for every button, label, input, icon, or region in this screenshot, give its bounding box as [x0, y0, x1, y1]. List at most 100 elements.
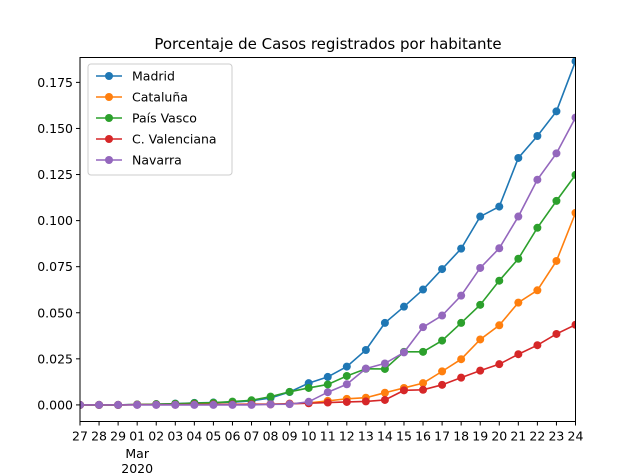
data-point [533, 223, 542, 232]
data-point [552, 107, 561, 116]
x-axis: Mar 2020 27 28 29 01 02 03 04 05 06 07 08 09 10 11 12 1… [72, 421, 584, 474]
data-point [476, 366, 485, 375]
legend-marker [105, 72, 113, 80]
x-year-label: 2020 [121, 461, 153, 474]
x-tick-label: 02 [148, 429, 164, 444]
data-point [552, 196, 561, 205]
x-tick-label: 18 [453, 429, 469, 444]
data-point [514, 350, 523, 359]
x-tick-label: 20 [491, 429, 507, 444]
data-point [285, 400, 294, 409]
data-point [495, 202, 504, 211]
data-point [399, 302, 408, 311]
y-tick-label: 0.175 [37, 75, 73, 90]
data-point [304, 397, 313, 406]
data-point [514, 153, 523, 162]
legend-marker [105, 135, 113, 143]
legend-label: Madrid [132, 69, 175, 84]
x-tick-label: 13 [358, 429, 374, 444]
legend-label: Navarra [132, 153, 182, 168]
data-point [552, 329, 561, 338]
x-tick-label: 28 [91, 429, 107, 444]
legend-marker [105, 114, 113, 122]
legend-item: Madrid [96, 69, 175, 84]
y-tick-label: 0.050 [37, 305, 73, 320]
data-point [438, 336, 447, 345]
legend-item: Navarra [96, 153, 182, 168]
x-tick-label: 07 [244, 429, 260, 444]
x-tick-label: 22 [529, 429, 545, 444]
data-point [476, 300, 485, 309]
data-point [380, 388, 389, 397]
data-point [380, 364, 389, 373]
data-point [514, 254, 523, 263]
x-tick-label: 11 [320, 429, 336, 444]
series-layer [80, 57, 576, 409]
data-point [342, 362, 351, 371]
x-tick-label: 27 [72, 429, 88, 444]
legend-label: C. Valenciana [132, 132, 217, 147]
data-point [419, 285, 428, 294]
x-tick-label: 17 [434, 429, 450, 444]
x-tick-label: 16 [415, 429, 431, 444]
data-point [266, 392, 275, 401]
data-point [380, 318, 389, 327]
data-point [152, 400, 161, 409]
data-point [304, 383, 313, 392]
data-point [342, 397, 351, 406]
data-point [266, 400, 275, 409]
data-point [342, 371, 351, 380]
y-tick-label: 0.075 [37, 259, 73, 274]
legend-label: País Vasco [132, 111, 197, 126]
x-tick-label: 24 [568, 429, 584, 444]
x-tick-label: 19 [472, 429, 488, 444]
data-point [533, 341, 542, 350]
data-point [533, 132, 542, 141]
data-point [571, 113, 576, 122]
data-point [533, 286, 542, 295]
data-point [228, 400, 237, 409]
data-point [419, 323, 428, 332]
data-point [457, 291, 466, 300]
x-tick-label: 05 [205, 429, 221, 444]
data-point [323, 398, 332, 407]
data-point [399, 348, 408, 357]
x-tick-label: 29 [110, 429, 126, 444]
x-tick-label: 12 [339, 429, 355, 444]
legend-marker [105, 93, 113, 101]
data-point [438, 380, 447, 389]
data-point [323, 372, 332, 381]
data-point [285, 387, 294, 396]
data-point [361, 397, 370, 406]
data-point [476, 335, 485, 344]
data-point [438, 367, 447, 376]
x-tick-label: 06 [225, 429, 241, 444]
x-tick-label: 01 [129, 429, 145, 444]
data-point [133, 400, 142, 409]
data-point [552, 256, 561, 265]
data-point [476, 263, 485, 272]
y-tick-label: 0.025 [37, 351, 73, 366]
legend-marker [105, 156, 113, 164]
y-tick-label: 0.100 [37, 213, 73, 228]
data-point [380, 359, 389, 368]
data-point [114, 400, 123, 409]
data-point [380, 395, 389, 404]
y-tick-label: 0.000 [37, 397, 73, 412]
data-point [457, 373, 466, 382]
chart-title: Porcentaje de Casos registrados por habi… [154, 35, 501, 53]
data-point [514, 212, 523, 221]
data-point [419, 385, 428, 394]
data-point [552, 149, 561, 158]
x-tick-label: 15 [396, 429, 412, 444]
data-point [323, 388, 332, 397]
data-point [495, 360, 504, 369]
y-tick-label: 0.150 [37, 121, 73, 136]
data-point [476, 212, 485, 221]
data-point [247, 400, 256, 409]
y-axis: 0.000 0.025 0.050 0.075 0.100 0.125 0.150 0.175 [37, 75, 80, 412]
data-point [457, 244, 466, 253]
legend-item: País Vasco [96, 111, 197, 126]
data-point [95, 400, 104, 409]
